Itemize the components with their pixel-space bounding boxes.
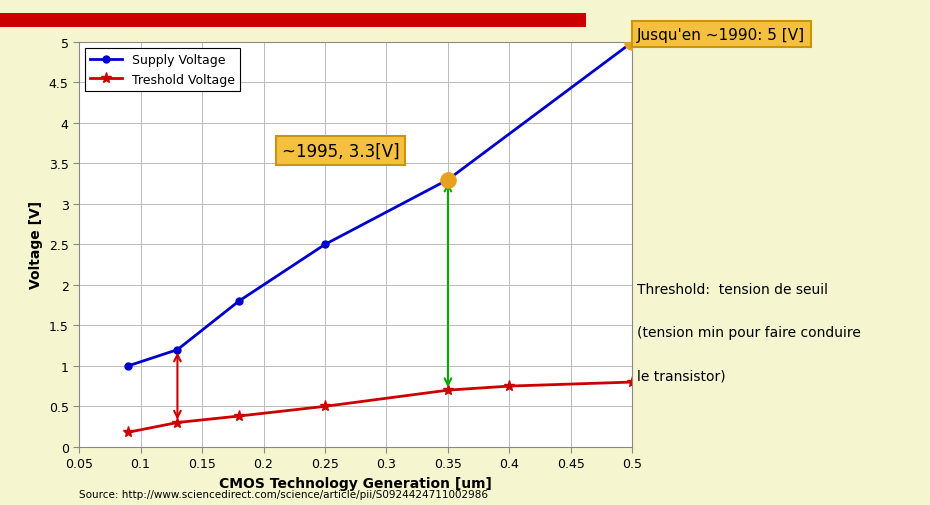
- Treshold Voltage: [504, 383, 515, 389]
- Text: (tension min pour faire conduire: (tension min pour faire conduire: [637, 326, 861, 340]
- Supply Voltage: [172, 347, 183, 353]
- Line: Supply Voltage: Supply Voltage: [125, 39, 636, 370]
- Treshold Voltage: [233, 413, 245, 419]
- X-axis label: CMOS Technology Generation [um]: CMOS Technology Generation [um]: [219, 476, 492, 490]
- Text: Jusqu'en ~1990: 5 [V]: Jusqu'en ~1990: 5 [V]: [637, 28, 805, 43]
- Text: Source: http://www.sciencedirect.com/science/article/pii/S0924424711002986: Source: http://www.sciencedirect.com/sci…: [79, 489, 488, 499]
- Treshold Voltage: [627, 379, 638, 385]
- Treshold Voltage: [319, 403, 330, 410]
- Supply Voltage: [627, 40, 638, 46]
- Supply Voltage: [443, 177, 454, 183]
- Supply Voltage: [233, 298, 245, 305]
- Line: Treshold Voltage: Treshold Voltage: [123, 377, 638, 438]
- Y-axis label: Voltage [V]: Voltage [V]: [29, 201, 43, 289]
- Treshold Voltage: [443, 387, 454, 393]
- Legend: Supply Voltage, Treshold Voltage: Supply Voltage, Treshold Voltage: [86, 49, 240, 91]
- Treshold Voltage: [123, 429, 134, 435]
- Text: le transistor): le transistor): [637, 369, 725, 383]
- Text: Threshold:  tension de seuil: Threshold: tension de seuil: [637, 283, 828, 297]
- Text: ~1995, 3.3[V]: ~1995, 3.3[V]: [282, 142, 400, 160]
- Treshold Voltage: [172, 420, 183, 426]
- Supply Voltage: [123, 363, 134, 369]
- Supply Voltage: [319, 242, 330, 248]
